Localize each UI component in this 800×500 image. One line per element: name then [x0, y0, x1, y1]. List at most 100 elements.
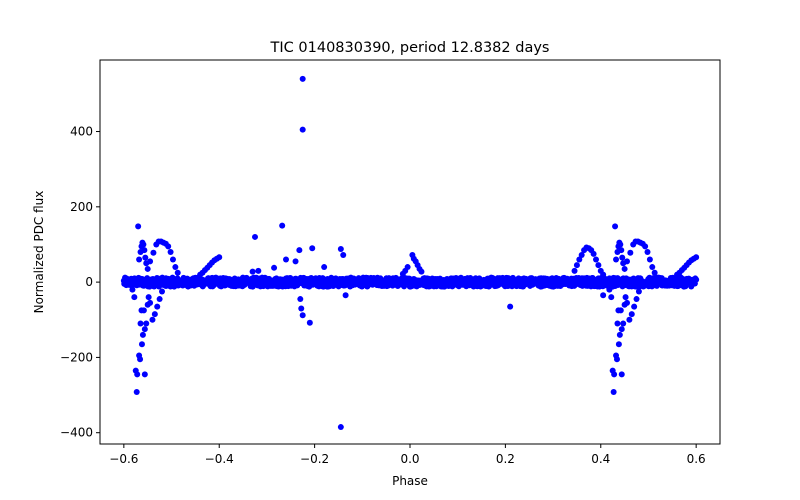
data-point [138, 341, 145, 348]
data-point [693, 254, 700, 261]
data-point [143, 320, 150, 327]
data-point [306, 319, 313, 326]
data-point [140, 307, 147, 314]
x-tick-label: 0.0 [400, 452, 419, 466]
x-tick-label: 0.2 [496, 452, 515, 466]
data-point [628, 311, 635, 318]
data-point [249, 268, 256, 275]
data-point [137, 320, 144, 327]
data-point [611, 371, 618, 378]
x-tick-label: −0.6 [109, 452, 138, 466]
data-point [624, 258, 630, 265]
data-point [578, 252, 585, 259]
y-tick-label: −400 [60, 426, 93, 440]
data-point [613, 256, 620, 263]
data-point [321, 264, 328, 271]
data-point [174, 269, 181, 276]
data-point [621, 265, 628, 272]
data-point [216, 254, 223, 261]
data-points [120, 75, 700, 431]
data-point [337, 424, 344, 431]
data-point [619, 254, 626, 261]
data-point [618, 247, 625, 254]
x-axis-ticks: −0.6 −0.4 −0.2 0.0 0.2 0.4 0.6 [109, 444, 706, 466]
data-point [144, 265, 151, 272]
data-point [576, 256, 583, 263]
data-point [169, 256, 176, 263]
data-point [279, 222, 286, 229]
data-point [618, 371, 625, 378]
data-point [651, 269, 658, 276]
y-tick-label: −200 [60, 350, 93, 364]
data-point [299, 75, 306, 82]
x-tick-label: −0.2 [300, 452, 329, 466]
data-point [608, 294, 615, 301]
data-point [590, 250, 597, 257]
data-point [627, 249, 634, 256]
x-tick-label: −0.4 [205, 452, 234, 466]
data-point [620, 320, 627, 327]
y-axis-ticks: −400 −200 0 200 400 [60, 125, 100, 440]
data-point [337, 245, 344, 252]
data-point [283, 256, 289, 263]
data-point [615, 341, 622, 348]
data-point [610, 389, 617, 396]
data-point [593, 256, 599, 263]
data-point [172, 264, 179, 271]
data-point [129, 286, 136, 293]
data-point [646, 256, 653, 263]
data-point [141, 326, 148, 333]
data-point [140, 241, 147, 248]
data-point [298, 305, 305, 312]
data-point [642, 243, 649, 250]
data-point [156, 296, 163, 303]
chart-title: TIC 0140830390, period 12.8382 days [270, 40, 550, 56]
data-point [614, 320, 621, 327]
data-point [150, 249, 157, 256]
data-point [617, 241, 624, 248]
y-tick-label: 400 [70, 125, 93, 139]
data-point [299, 312, 306, 319]
data-point [622, 294, 629, 301]
data-point [142, 254, 149, 261]
data-point [296, 247, 303, 254]
data-point [165, 243, 172, 250]
x-tick-label: 0.6 [687, 452, 706, 466]
data-point [134, 371, 141, 378]
data-point [606, 286, 613, 293]
data-point [299, 126, 306, 133]
data-point [292, 258, 299, 265]
data-point [131, 294, 138, 301]
data-point [600, 292, 607, 299]
data-point [255, 267, 262, 274]
data-point [159, 288, 165, 295]
x-axis-label: Phase [392, 474, 428, 488]
data-point [399, 270, 406, 277]
data-point [149, 316, 156, 323]
data-point [136, 256, 143, 263]
data-point [145, 294, 152, 301]
data-point [644, 249, 651, 255]
data-point [507, 303, 514, 310]
data-point [151, 311, 158, 318]
data-point [141, 371, 148, 378]
y-tick-label: 200 [70, 200, 93, 214]
data-point [139, 331, 146, 338]
data-point [633, 296, 640, 303]
data-point [635, 288, 642, 295]
data-point [618, 326, 625, 333]
y-tick-label: 0 [85, 275, 93, 289]
data-point [167, 249, 174, 255]
data-point [252, 233, 258, 240]
data-point [613, 356, 620, 363]
data-point [631, 303, 638, 310]
data-point [147, 258, 154, 265]
data-point [612, 223, 619, 230]
data-point [649, 264, 656, 271]
data-point [571, 267, 578, 274]
data-point [595, 262, 602, 269]
data-point [600, 271, 607, 278]
data-point [147, 299, 154, 306]
data-point [297, 296, 304, 303]
